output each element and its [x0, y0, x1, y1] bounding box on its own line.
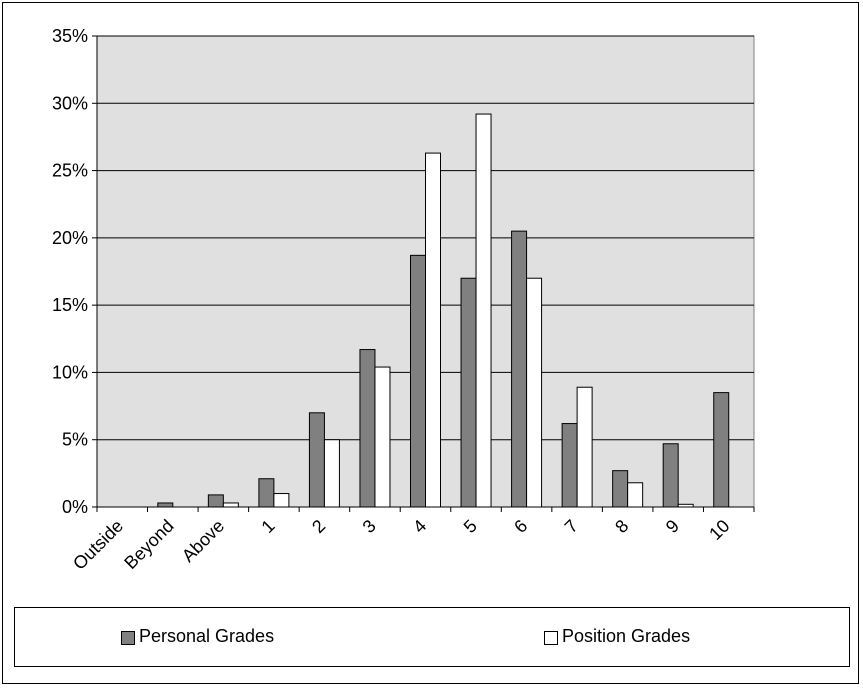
- bar-position-3: [374, 366, 391, 508]
- x-tick-label: 8: [611, 516, 632, 537]
- bar-position-1: [273, 493, 290, 508]
- bar-position-7: [576, 386, 593, 508]
- x-tick-label: 7: [561, 516, 582, 537]
- bar-personal-9: [662, 443, 679, 508]
- bar-position-5: [475, 113, 492, 508]
- bar-personal-4: [410, 254, 426, 508]
- y-tick-label: 20%: [52, 228, 88, 248]
- x-tick-label: 3: [359, 516, 380, 537]
- x-tick-label: 1: [257, 516, 278, 537]
- bar-personal-10: [713, 392, 730, 508]
- y-tick-label: 0%: [62, 497, 88, 517]
- y-tick-label: 30%: [52, 93, 88, 113]
- y-tick-label: 5%: [62, 430, 88, 450]
- bar-position-6: [526, 277, 543, 508]
- bar-personal-5: [460, 277, 477, 508]
- y-tick-label: 25%: [52, 161, 88, 181]
- bar-position-4: [425, 152, 441, 508]
- x-tick-label: Beyond: [120, 516, 177, 573]
- x-tick-label: 2: [308, 516, 329, 537]
- bar-position-8: [627, 482, 644, 508]
- legend-swatch-personal: [121, 630, 135, 645]
- bar-personal-above: [207, 494, 224, 508]
- x-tick-label: Above: [178, 516, 228, 566]
- bars: [157, 113, 730, 508]
- y-tick-label: 10%: [52, 362, 88, 382]
- y-tick-label: 35%: [52, 26, 88, 46]
- bar-personal-2: [308, 412, 325, 508]
- legend-swatch-position: [544, 630, 558, 645]
- x-tick-label: 4: [409, 516, 430, 537]
- legend: Personal Grades Position Grades: [14, 607, 850, 667]
- x-tick-label: 10: [705, 516, 733, 544]
- legend-item-position: Position Grades: [544, 626, 690, 647]
- legend-label-personal: Personal Grades: [139, 626, 275, 646]
- bar-position-above: [222, 502, 239, 508]
- bar-personal-1: [258, 478, 275, 508]
- x-tick-label: Outside: [69, 516, 127, 574]
- bar-personal-3: [359, 349, 376, 508]
- legend-item-personal: Personal Grades: [121, 626, 274, 647]
- legend-label-position: Position Grades: [562, 626, 691, 646]
- bar-personal-6: [511, 230, 528, 508]
- x-tick-label: 6: [510, 516, 531, 537]
- axes: [92, 35, 755, 512]
- bar-position-2: [323, 439, 340, 508]
- y-tick-label: 15%: [52, 295, 88, 315]
- bar-personal-7: [561, 423, 578, 508]
- x-tick-label: 9: [662, 516, 683, 537]
- bar-personal-beyond: [157, 502, 174, 508]
- x-tick-label: 5: [460, 516, 481, 537]
- bar-personal-8: [612, 470, 629, 508]
